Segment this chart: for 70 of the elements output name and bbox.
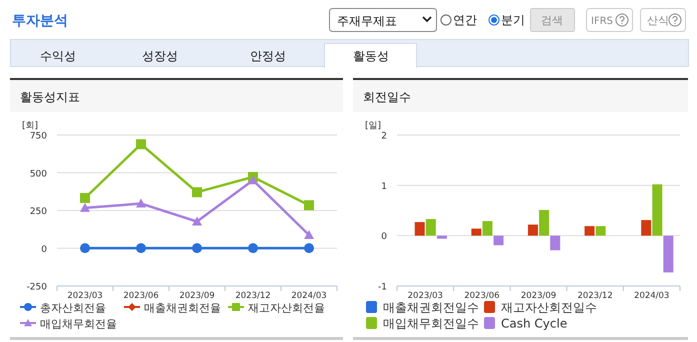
y-tick-label: 2	[381, 132, 387, 142]
y-tick-label: 1	[381, 182, 387, 192]
legend-label: 재고자산회전율	[248, 302, 325, 314]
legend-label: Cash Cycle	[501, 316, 568, 330]
x-tick-label: 2023/06	[464, 291, 500, 301]
legend-label: 매입채무회전일수	[383, 316, 479, 330]
text: 투자분석	[12, 13, 68, 29]
legend-label: 매출채권회전율	[144, 302, 221, 314]
point	[80, 192, 90, 203]
text: 검색	[541, 14, 563, 27]
bar	[652, 184, 662, 236]
x-tick-label: 2023/03	[67, 291, 103, 301]
point	[192, 216, 202, 226]
point	[304, 200, 314, 210]
y-axis-title: [회]	[22, 121, 38, 131]
y-tick-label: 500	[30, 169, 48, 180]
chart-title: 회전일수	[363, 90, 411, 104]
point	[304, 230, 314, 239]
chart-title: 활동성지표	[20, 90, 80, 104]
point	[136, 243, 146, 254]
bar	[539, 210, 550, 236]
text: 활동성	[353, 49, 389, 63]
y-tick-label: 0	[381, 232, 388, 242]
text: 안정성	[250, 49, 286, 63]
x-tick-label: 2024/03	[634, 291, 670, 301]
x-tick-label: 2024/03	[291, 291, 327, 301]
legend-label: 매출채권회전일수	[383, 300, 479, 314]
text: 연간	[453, 13, 477, 27]
point	[192, 187, 202, 198]
text: 산식	[647, 14, 669, 27]
x-tick-label: 2023/12	[577, 291, 613, 301]
bar	[414, 222, 425, 236]
point	[304, 243, 314, 254]
x-tick-label: 2023/03	[408, 291, 443, 301]
point	[80, 243, 90, 254]
y-tick-label: 750	[30, 132, 48, 142]
legend-label: 매입채무회전율	[40, 318, 117, 330]
x-tick-label: 2023/12	[235, 291, 271, 301]
point	[248, 243, 258, 254]
legend-label: 재고자산회전일수	[501, 300, 597, 314]
bar	[482, 221, 492, 236]
text: 수익성	[40, 49, 76, 63]
bar	[528, 224, 538, 236]
text: 성장성	[142, 49, 178, 63]
point	[136, 139, 146, 150]
text: 분기	[501, 13, 525, 27]
point	[136, 198, 146, 208]
bar	[494, 236, 504, 246]
y-tick-label: 250	[30, 207, 48, 217]
point	[248, 175, 258, 184]
text: IFRS	[591, 16, 613, 27]
y-tick-label: -1	[378, 282, 387, 292]
bar	[436, 236, 447, 239]
text: 주재무제표	[337, 14, 397, 28]
x-tick-label: 2023/09	[179, 291, 215, 301]
bar	[471, 228, 482, 236]
x-tick-label: 2023/09	[520, 291, 556, 301]
y-axis-title: [일]	[365, 121, 382, 131]
point	[80, 202, 90, 212]
point	[192, 243, 202, 254]
bar	[550, 236, 560, 250]
bar	[596, 226, 606, 236]
bar	[663, 236, 674, 272]
y-tick-label: -250	[26, 282, 48, 292]
bar	[426, 219, 436, 236]
bar	[584, 226, 595, 236]
legend-label: 총자산회전율	[40, 302, 106, 314]
y-tick-label: 0	[41, 244, 48, 255]
x-tick-label: 2023/06	[123, 291, 159, 301]
bar	[641, 220, 652, 236]
